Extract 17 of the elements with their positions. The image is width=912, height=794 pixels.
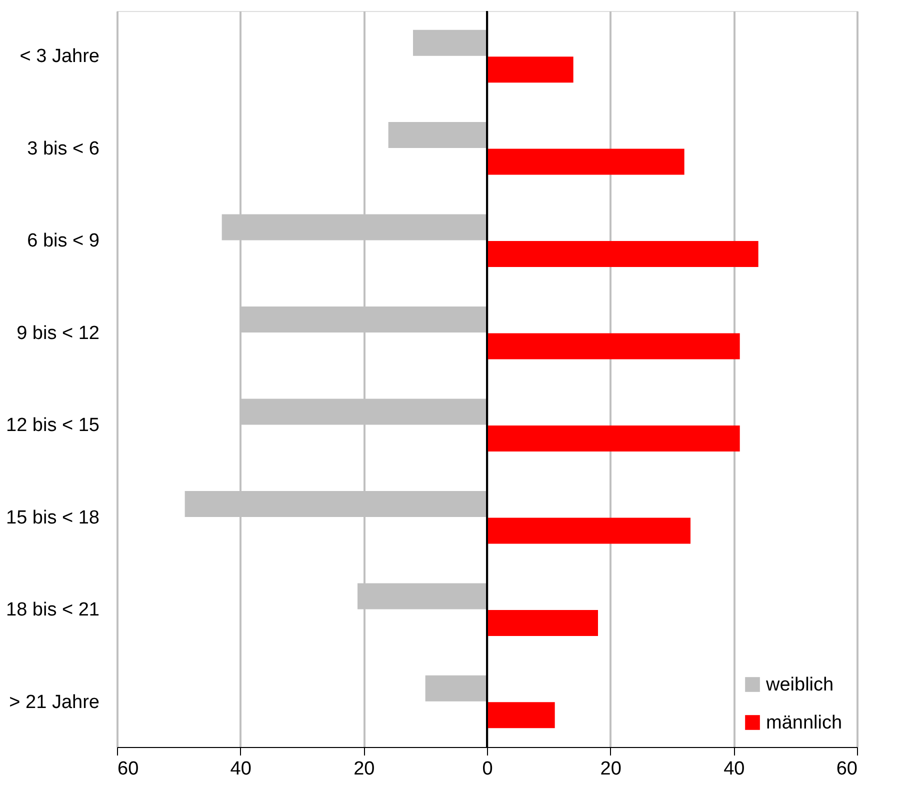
y-tick-label: 18 bis < 21 <box>6 600 100 621</box>
x-tick-label: 60 <box>118 758 139 780</box>
legend-label: weiblich <box>765 674 834 696</box>
y-tick-label: < 3 Jahre <box>20 46 100 68</box>
legend-label: männlich <box>766 712 842 734</box>
y-tick-label: 3 bis < 6 <box>27 138 100 160</box>
y-tick-label: 6 bis < 9 <box>27 230 100 252</box>
x-tick-label: 60 <box>836 758 858 780</box>
x-tick-label: 0 <box>482 758 493 780</box>
y-tick-label: 12 bis < 15 <box>6 415 100 436</box>
y-tick-label: 15 bis < 18 <box>6 507 100 528</box>
x-tick-label: 40 <box>724 758 745 780</box>
x-tick-label: 20 <box>354 758 375 780</box>
y-tick-label: 9 bis < 12 <box>16 322 100 344</box>
x-tick-label: 40 <box>230 758 252 780</box>
x-tick-label: 20 <box>600 758 622 780</box>
y-tick-label: > 21 Jahre <box>9 692 100 713</box>
